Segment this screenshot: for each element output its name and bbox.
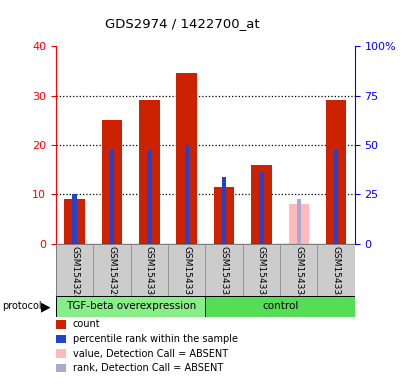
Bar — [334, 150, 338, 244]
Bar — [280, 244, 317, 296]
Text: percentile rank within the sample: percentile rank within the sample — [73, 334, 238, 344]
Bar — [251, 165, 272, 244]
Bar — [259, 172, 264, 244]
Text: GSM154332: GSM154332 — [220, 247, 229, 301]
Bar — [102, 120, 122, 244]
Bar — [326, 101, 347, 244]
Text: rank, Detection Call = ABSENT: rank, Detection Call = ABSENT — [73, 363, 223, 373]
Bar — [222, 177, 226, 244]
Bar — [64, 199, 85, 244]
Text: GDS2974 / 1422700_at: GDS2974 / 1422700_at — [105, 17, 260, 30]
Bar — [131, 244, 168, 296]
Bar — [147, 150, 151, 244]
Bar — [93, 244, 131, 296]
Bar — [185, 145, 189, 244]
Bar — [56, 296, 205, 317]
Bar — [205, 244, 243, 296]
Text: control: control — [262, 301, 298, 311]
Bar — [243, 244, 280, 296]
Bar — [139, 101, 160, 244]
Text: protocol: protocol — [2, 301, 42, 311]
Bar — [73, 194, 77, 244]
Text: GSM154330: GSM154330 — [145, 247, 154, 301]
Text: TGF-beta overexpression: TGF-beta overexpression — [66, 301, 196, 311]
Text: GSM154333: GSM154333 — [257, 247, 266, 301]
Bar — [110, 150, 114, 244]
Bar — [297, 199, 301, 244]
Text: GSM154335: GSM154335 — [332, 247, 341, 301]
Bar — [288, 204, 309, 244]
Text: ▶: ▶ — [41, 300, 50, 313]
Text: GSM154331: GSM154331 — [182, 247, 191, 301]
Text: GSM154334: GSM154334 — [294, 247, 303, 301]
Bar — [176, 73, 197, 244]
Bar — [205, 296, 355, 317]
Bar — [168, 244, 205, 296]
Text: value, Detection Call = ABSENT: value, Detection Call = ABSENT — [73, 349, 228, 359]
Bar — [214, 187, 234, 244]
Bar — [317, 244, 355, 296]
Text: count: count — [73, 319, 100, 329]
Text: GSM154329: GSM154329 — [107, 247, 117, 301]
Bar — [56, 244, 93, 296]
Text: GSM154328: GSM154328 — [70, 247, 79, 301]
